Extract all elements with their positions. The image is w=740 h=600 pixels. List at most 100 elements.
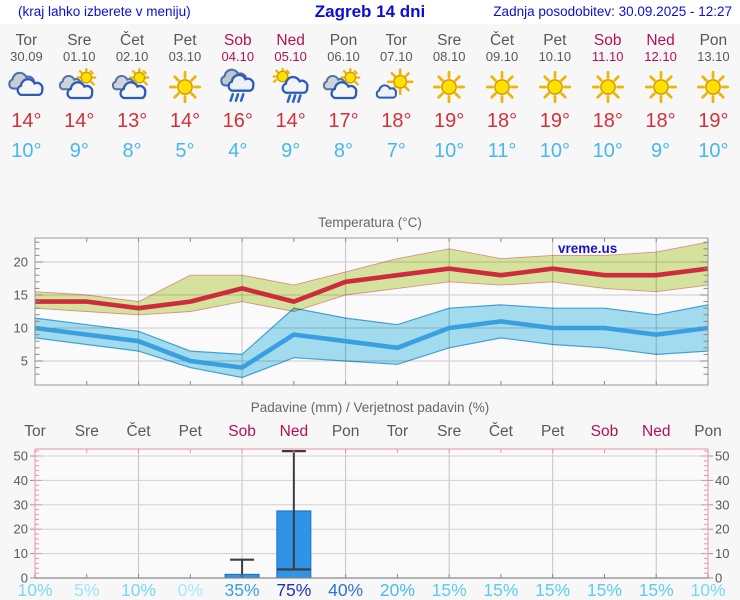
forecast-day-col: Pet 10.10 19° 10°	[528, 27, 581, 163]
vreme-watermark-link[interactable]: vreme.us	[558, 241, 617, 256]
day-name: Ned	[276, 32, 305, 49]
forecast-strip: Tor 30.09 14° 10° Sre 01.10 14° 9° Čet 0…	[0, 27, 740, 163]
precip-probability-label: 10%	[121, 580, 156, 600]
precip-day-label: Pet	[541, 423, 565, 440]
precip-probability-label: 20%	[380, 580, 415, 600]
forecast-day-col: Ned 05.10 14° 9°	[264, 27, 317, 163]
day-date: 02.10	[115, 49, 149, 64]
precip-day-label: Čet	[489, 423, 514, 440]
day-name: Sre	[437, 32, 462, 49]
precip-day-label: Ned	[642, 423, 670, 440]
day-name: Čet	[489, 32, 515, 49]
day-date: 13.10	[697, 49, 730, 64]
precip-y-label-left: 10	[14, 546, 28, 561]
partly-icon	[106, 67, 159, 107]
partly-icon	[317, 67, 370, 107]
low-temp: 10°	[592, 140, 623, 162]
low-temp: 11°	[487, 140, 517, 162]
precip-probability-label: 40%	[328, 580, 363, 600]
forecast-day-col: Čet 02.10 13° 8°	[106, 27, 159, 163]
day-name: Pet	[173, 32, 197, 49]
day-date: 07.10	[380, 49, 413, 64]
low-temp: 8°	[333, 140, 354, 162]
sunny-icon	[634, 67, 687, 107]
low-temp: 9°	[650, 140, 671, 162]
high-temp: 16°	[222, 110, 253, 132]
precip-y-label-left: 0	[21, 571, 28, 586]
precip-probability-label: 15%	[639, 580, 674, 600]
day-date: 04.10	[221, 49, 255, 64]
page-title: Zagreb 14 dni	[314, 2, 426, 21]
high-temp: 17°	[328, 110, 359, 132]
precip-day-label: Pon	[694, 423, 722, 440]
sunny-icon	[423, 67, 476, 107]
precip-day-label: Ned	[280, 423, 308, 440]
high-temp: 18°	[381, 110, 412, 132]
temp-y-label: 5	[21, 354, 28, 369]
day-name: Pon	[699, 32, 728, 49]
low-temp: 10°	[11, 140, 42, 162]
precip-y-label-right: 0	[715, 571, 722, 586]
day-name: Čet	[120, 32, 145, 49]
forecast-day-col: Sre 08.10 19° 10°	[423, 27, 476, 163]
precip-probability-label: 15%	[535, 580, 570, 600]
page-header: (kraj lahko izberete v meniju) Zagreb 14…	[0, 0, 740, 24]
low-temp: 9°	[69, 140, 89, 162]
day-date: 10.10	[538, 49, 572, 64]
precip-probability-label: 15%	[587, 580, 622, 600]
last-update: Zadnja posodobitev: 30.09.2025 - 12:27	[493, 4, 732, 19]
temp-y-label: 15	[14, 288, 28, 303]
temp-y-label: 10	[14, 321, 28, 336]
forecast-day-col: Pon 13.10 19° 10°	[687, 27, 740, 163]
sunny-icon	[581, 67, 634, 107]
cloudy-icon	[0, 67, 53, 107]
day-date: 05.10	[274, 49, 307, 64]
precip-y-label-right: 20	[715, 522, 729, 537]
precip-day-label: Sob	[591, 423, 619, 440]
day-date: 06.10	[327, 49, 360, 64]
menu-hint[interactable]: (kraj lahko izberete v meniju)	[18, 4, 191, 19]
precip-y-label-left: 30	[14, 497, 28, 512]
forecast-day-col: Tor 07.10 18° 7°	[370, 27, 423, 163]
min-temperatura-line	[34, 319, 709, 370]
precip-probability-label: 10%	[17, 580, 52, 600]
high-temp: 14°	[11, 110, 42, 132]
low-temp: 8°	[122, 140, 142, 162]
precipitation-chart: Padavine (mm) / Verjetnost padavin (%) To…	[14, 400, 730, 600]
precip-day-label: Pon	[332, 423, 360, 440]
high-temp: 19°	[434, 110, 465, 132]
forecast-day-col: Sob 04.10 16° 4°	[211, 27, 264, 163]
low-temp: 10°	[698, 140, 729, 162]
day-date: 09.10	[485, 49, 519, 64]
day-date: 03.10	[168, 49, 202, 64]
precip-probability-label: 15%	[483, 580, 518, 600]
temp-chart-title: Temperatura (°C)	[318, 215, 422, 230]
day-name: Tor	[385, 32, 408, 49]
rain-icon	[211, 67, 264, 107]
low-temp: 4°	[228, 140, 248, 162]
forecast-day-col: Čet 09.10 18° 11°	[476, 27, 529, 163]
low-temp: 9°	[281, 140, 301, 162]
day-name: Ned	[646, 32, 675, 49]
precip-day-label: Sre	[437, 423, 461, 440]
high-temp: 18°	[486, 110, 518, 132]
high-temp: 14°	[275, 110, 306, 132]
day-date: 01.10	[62, 49, 96, 64]
precip-y-label-right: 50	[715, 449, 729, 464]
forecast-day-col: Sob 11.10 18° 10°	[581, 27, 634, 163]
high-temp: 18°	[645, 110, 676, 132]
day-date: 12.10	[644, 49, 677, 64]
day-name: Pon	[329, 32, 358, 49]
high-temp: 19°	[698, 110, 729, 132]
forecast-day-col: Tor 30.09 14° 10°	[0, 27, 53, 163]
precip-y-label-left: 40	[14, 473, 28, 488]
precip-y-label-right: 30	[715, 497, 729, 512]
high-temp: 19°	[539, 110, 570, 132]
sunny-icon	[476, 67, 529, 107]
low-temp: 10°	[539, 140, 570, 162]
precip-day-label: Tor	[24, 423, 46, 440]
sun-rain-icon	[264, 67, 317, 107]
max-temperatura-line	[35, 266, 709, 311]
precip-y-label-left: 20	[14, 522, 28, 537]
